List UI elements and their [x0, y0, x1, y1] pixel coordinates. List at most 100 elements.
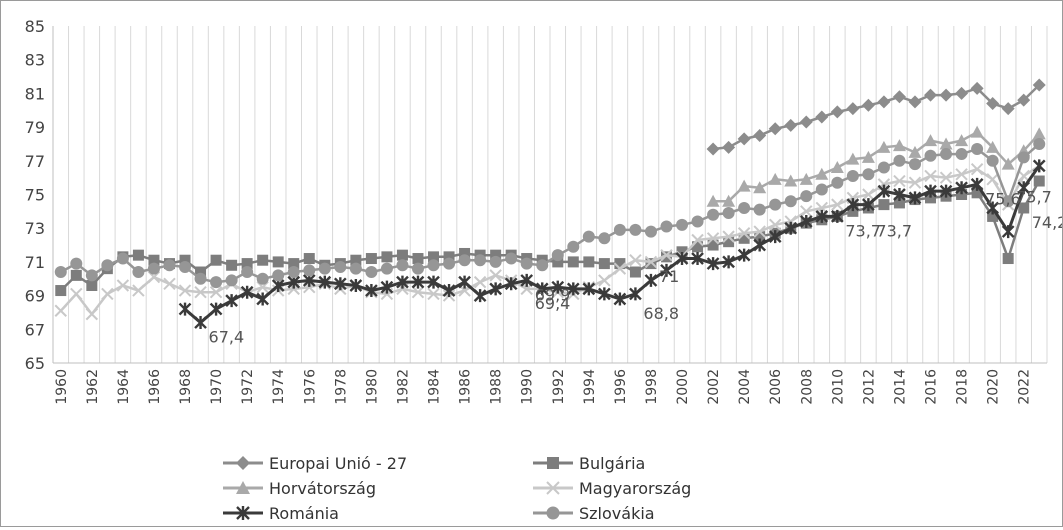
data-point: [1002, 253, 1014, 265]
data-point: [971, 143, 984, 156]
data-point: [365, 266, 378, 279]
data-point: [350, 254, 362, 266]
data-point: [194, 286, 207, 299]
x-tick-label: 1992: [551, 369, 567, 405]
data-point: [955, 181, 968, 195]
data-point: [613, 292, 627, 306]
data-point: [551, 280, 565, 294]
data-point: [210, 276, 223, 289]
data-point: [566, 282, 580, 296]
data-point: [490, 249, 502, 261]
y-tick-label: 67: [25, 320, 45, 339]
data-point: [552, 256, 564, 268]
grid-lines: [52, 26, 1048, 363]
data-point: [784, 174, 798, 187]
x-tick-label: 2012: [861, 369, 877, 405]
data-point: [567, 240, 580, 253]
data-point: [147, 262, 160, 275]
data-point: [195, 266, 207, 278]
data-point: [754, 231, 766, 243]
legend-marker: [546, 481, 560, 495]
data-point: [955, 134, 969, 147]
data-point: [209, 302, 223, 316]
data-point: [924, 169, 937, 183]
data-point: [365, 253, 377, 265]
x-tick-label: 1978: [333, 369, 349, 405]
data-point: [846, 169, 859, 182]
data-point: [955, 168, 968, 181]
data-point: [737, 179, 751, 192]
x-tick-label: 1990: [520, 369, 536, 405]
x-tick-label: 2008: [799, 369, 815, 405]
legend: Europai Unió - 27 Bulgária Horvátország Mag…: [223, 454, 691, 523]
data-point: [226, 259, 238, 271]
data-point: [70, 257, 83, 270]
data-point: [1033, 137, 1046, 150]
y-tick-label: 71: [25, 253, 45, 272]
data-point: [908, 191, 922, 205]
data-point: [598, 258, 610, 270]
legend-marker: [547, 457, 559, 469]
data-point: [163, 277, 176, 291]
data-point: [1001, 157, 1015, 170]
data-point: [893, 188, 906, 201]
data-point: [706, 194, 720, 207]
series-line: [59, 164, 1040, 316]
data-point: [178, 284, 192, 297]
legend-entry: Europai Unió - 27: [223, 454, 407, 473]
data-point: [847, 205, 859, 217]
data-point: [303, 264, 316, 277]
data-point: [427, 275, 440, 289]
data-point: [287, 266, 300, 279]
data-point: [428, 251, 440, 263]
data-point: [1017, 93, 1031, 107]
data-point: [722, 207, 735, 220]
x-tick-label: 1996: [613, 369, 629, 405]
data-point: [318, 275, 332, 289]
data-point: [256, 280, 269, 294]
data-point: [288, 258, 300, 270]
data-point: [318, 262, 331, 275]
data-point: [567, 256, 579, 268]
legend-entry: Magyarország: [533, 479, 691, 498]
series-line: [184, 165, 1041, 325]
data-point: [116, 279, 130, 292]
data-point: [722, 255, 735, 269]
data-point: [768, 122, 782, 136]
data-point: [908, 176, 922, 189]
data-point: [800, 205, 813, 218]
data-point: [70, 269, 82, 281]
data-point: [970, 81, 984, 95]
data-point: [241, 258, 253, 270]
data-label: 69,4: [535, 294, 571, 313]
data-point: [644, 225, 657, 238]
data-point: [256, 272, 269, 285]
series-0: [706, 78, 1046, 156]
data-point: [427, 287, 440, 301]
data-point: [54, 304, 67, 317]
data-point: [940, 148, 953, 161]
data-point: [365, 284, 378, 298]
data-point: [489, 269, 502, 282]
data-point: [846, 102, 860, 116]
legend-label: Magyarország: [579, 479, 691, 498]
data-point: [877, 184, 891, 198]
data-point: [225, 274, 238, 287]
data-point: [924, 149, 937, 162]
data-point: [272, 269, 285, 282]
data-point: [769, 198, 782, 211]
x-tick-label: 1994: [582, 369, 598, 405]
data-label: 75,7: [1016, 188, 1052, 207]
data-point: [706, 142, 720, 156]
x-tick-label: 1988: [489, 369, 505, 405]
data-point: [862, 168, 875, 181]
data-point: [893, 174, 906, 188]
data-point: [799, 172, 813, 185]
data-point: [535, 282, 549, 296]
data-point: [86, 279, 98, 291]
data-point: [924, 88, 938, 102]
data-point: [815, 110, 829, 124]
data-point: [85, 269, 98, 282]
data-point: [691, 252, 704, 266]
data-point: [877, 161, 890, 174]
